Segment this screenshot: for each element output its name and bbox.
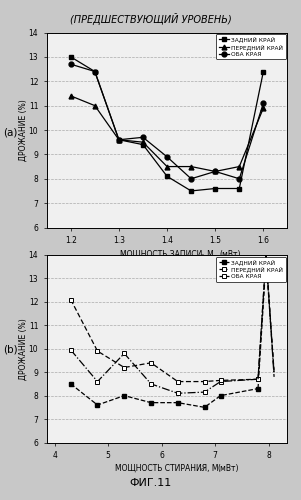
ПЕРЕДНИЙ КРАЙ (69, 347, 73, 353)
ЗАДНИЙ КРАЙ (141, 142, 145, 148)
Y-axis label: ДРОЖАНИЕ (%): ДРОЖАНИЕ (%) (18, 318, 27, 380)
ОБА КРАЯ (165, 154, 169, 160)
ЗАДНИЙ КРАЙ (176, 400, 180, 406)
Text: МОЩНОСТЬ СТИРАНИЯ, M: МОЩНОСТЬ СТИРАНИЯ, M (115, 464, 219, 473)
ОБА КРАЯ (141, 134, 145, 140)
Text: (мВт): (мВт) (218, 464, 239, 473)
ЗАДНИЙ КРАЙ (149, 400, 153, 406)
ОБА КРАЯ (69, 296, 73, 302)
ОБА КРАЯ (189, 176, 193, 182)
Legend: ЗАДНИЙ КРАЙ, ПЕРЕДНИЙ КРАЙ, ОБА КРАЯ: ЗАДНИЙ КРАЙ, ПЕРЕДНИЙ КРАЙ, ОБА КРАЯ (216, 257, 286, 281)
ЗАДНИЙ КРАЙ (256, 386, 260, 392)
ЗАДНИЙ КРАЙ (237, 186, 241, 192)
Line: ПЕРЕДНИЙ КРАЙ: ПЕРЕДНИЙ КРАЙ (68, 348, 260, 396)
ЗАДНИЙ КРАЙ (96, 402, 99, 408)
ЗАДНИЙ КРАЙ (93, 68, 97, 74)
ПЕРЕДНИЙ КРАЙ (237, 164, 241, 170)
ОБА КРАЯ (93, 68, 97, 74)
ПЕРЕДНИЙ КРАЙ (176, 390, 180, 396)
ЗАДНИЙ КРАЙ (219, 392, 222, 398)
ОБА КРАЯ (117, 136, 121, 143)
ПЕРЕДНИЙ КРАЙ (189, 164, 193, 170)
ОБА КРАЯ (176, 378, 180, 384)
Text: МОЩНОСТЬ ЗАПИСИ, M: МОЩНОСТЬ ЗАПИСИ, M (120, 250, 214, 259)
ПЕРЕДНИЙ КРАЙ (219, 378, 222, 384)
ОБА КРАЯ (149, 360, 153, 366)
Text: з: з (200, 253, 203, 258)
ОБА КРАЯ (237, 176, 241, 182)
ПЕРЕДНИЙ КРАЙ (203, 389, 206, 395)
ЗАДНИЙ КРАЙ (203, 404, 206, 410)
Y-axis label: ДРОЖАНИЕ (%): ДРОЖАНИЕ (%) (18, 99, 27, 161)
ОБА КРАЯ (262, 100, 265, 106)
ПЕРЕДНИЙ КРАЙ (256, 376, 260, 382)
ПЕРЕДНИЙ КРАЙ (165, 164, 169, 170)
Text: c: c (201, 467, 204, 472)
ЗАДНИЙ КРАЙ (69, 54, 73, 60)
ЗАДНИЙ КРАЙ (165, 174, 169, 180)
ОБА КРАЯ (123, 364, 126, 370)
Text: (a): (a) (3, 128, 17, 138)
ПЕРЕДНИЙ КРАЙ (117, 136, 121, 143)
ЗАДНИЙ КРАЙ (123, 392, 126, 398)
Text: (мВт): (мВт) (219, 250, 240, 259)
Text: (ПРЕДШЕСТВУЮЩИЙ УРОВЕНЬ): (ПРЕДШЕСТВУЮЩИЙ УРОВЕНЬ) (70, 12, 231, 24)
Line: ПЕРЕДНИЙ КРАЙ: ПЕРЕДНИЙ КРАЙ (68, 94, 266, 174)
ОБА КРАЯ (219, 378, 222, 384)
ОБА КРАЯ (69, 61, 73, 67)
ЗАДНИЙ КРАЙ (69, 381, 73, 387)
Text: (b): (b) (3, 345, 18, 355)
Line: ЗАДНИЙ КРАЙ: ЗАДНИЙ КРАЙ (68, 54, 266, 194)
ПЕРЕДНИЙ КРАЙ (69, 93, 73, 99)
ЗАДНИЙ КРАЙ (117, 136, 121, 143)
ПЕРЕДНИЙ КРАЙ (141, 139, 145, 145)
ЗАДНИЙ КРАЙ (262, 68, 265, 74)
ПЕРЕДНИЙ КРАЙ (262, 105, 265, 111)
Text: ФИГ.11: ФИГ.11 (129, 478, 172, 488)
ЗАДНИЙ КРАЙ (189, 188, 193, 194)
Line: ЗАДНИЙ КРАЙ: ЗАДНИЙ КРАЙ (68, 382, 260, 410)
ОБА КРАЯ (256, 376, 260, 382)
Legend: ЗАДНИЙ КРАЙ, ПЕРЕДНИЙ КРАЙ, ОБА КРАЯ: ЗАДНИЙ КРАЙ, ПЕРЕДНИЙ КРАЙ, ОБА КРАЯ (216, 34, 286, 59)
ПЕРЕДНИЙ КРАЙ (123, 350, 126, 356)
ОБА КРАЯ (213, 168, 217, 174)
ПЕРЕДНИЙ КРАЙ (96, 378, 99, 384)
ПЕРЕДНИЙ КРАЙ (93, 102, 97, 108)
ОБА КРАЯ (203, 378, 206, 384)
ПЕРЕДНИЙ КРАЙ (149, 381, 153, 387)
ПЕРЕДНИЙ КРАЙ (213, 168, 217, 174)
Line: ОБА КРАЯ: ОБА КРАЯ (68, 297, 260, 384)
ОБА КРАЯ (96, 348, 99, 354)
ЗАДНИЙ КРАЙ (213, 186, 217, 192)
Line: ОБА КРАЯ: ОБА КРАЯ (68, 62, 266, 181)
